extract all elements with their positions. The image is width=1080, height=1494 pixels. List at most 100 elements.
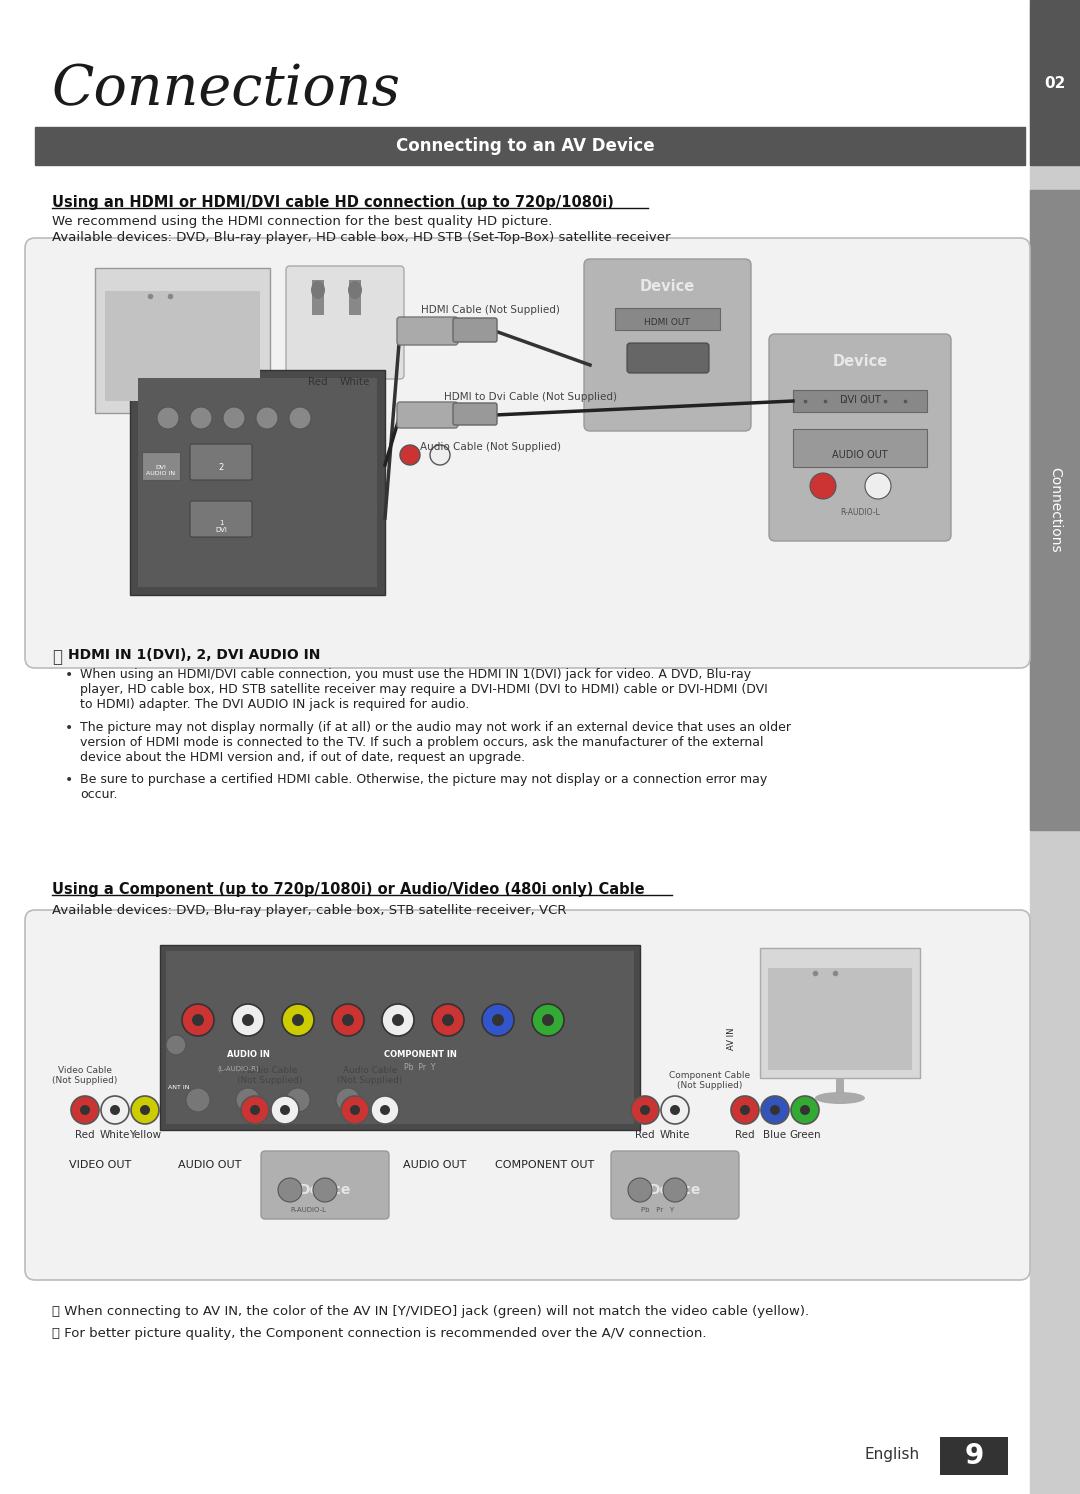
Circle shape [157, 406, 179, 429]
Text: Green: Green [789, 1129, 821, 1140]
Text: HDMI OUT: HDMI OUT [644, 318, 690, 327]
Text: 9: 9 [964, 1442, 984, 1470]
Text: Red: Red [735, 1129, 755, 1140]
Circle shape [336, 1088, 360, 1112]
Text: White: White [660, 1129, 690, 1140]
Text: Red: Red [76, 1129, 95, 1140]
Circle shape [663, 1177, 687, 1203]
Text: R-AUDIO-L: R-AUDIO-L [840, 508, 880, 517]
Circle shape [442, 1014, 454, 1026]
Bar [35, 127, 1025, 164]
Circle shape [222, 406, 245, 429]
FancyBboxPatch shape [584, 258, 751, 430]
Circle shape [532, 1004, 564, 1035]
Circle shape [249, 1106, 260, 1115]
Bar [768, 968, 912, 1070]
Bar [138, 378, 377, 587]
Bar [349, 279, 361, 315]
Circle shape [640, 1106, 650, 1115]
FancyBboxPatch shape [397, 317, 458, 345]
Bar [130, 371, 384, 595]
Text: COMPONENT IN: COMPONENT IN [383, 1050, 457, 1059]
FancyBboxPatch shape [397, 402, 458, 427]
Text: HDMI IN 1(DVI), 2, DVI AUDIO IN: HDMI IN 1(DVI), 2, DVI AUDIO IN [68, 648, 321, 662]
Circle shape [332, 1004, 364, 1035]
Circle shape [286, 1088, 310, 1112]
Circle shape [232, 1004, 264, 1035]
Text: HDMI Cable (Not Supplied): HDMI Cable (Not Supplied) [420, 305, 559, 315]
Circle shape [400, 445, 420, 465]
Circle shape [542, 1014, 554, 1026]
Ellipse shape [311, 281, 325, 299]
FancyBboxPatch shape [769, 335, 951, 541]
Text: version of HDMI mode is connected to the TV. If such a problem occurs, ask the m: version of HDMI mode is connected to the… [80, 737, 764, 748]
FancyBboxPatch shape [190, 444, 252, 480]
Bar [760, 949, 920, 1079]
Text: (L-AUDIO-R): (L-AUDIO-R) [217, 1065, 259, 1071]
Text: HDMI to Dvi Cable (Not Supplied): HDMI to Dvi Cable (Not Supplied) [444, 391, 617, 402]
Bar [312, 279, 324, 315]
Text: Available devices: DVD, Blu-ray player, HD cable box, HD STB (Set-Top-Box) satel: Available devices: DVD, Blu-ray player, … [52, 232, 671, 244]
Circle shape [292, 1014, 303, 1026]
Text: Yellow: Yellow [129, 1129, 161, 1140]
Circle shape [865, 474, 891, 499]
Circle shape [190, 406, 212, 429]
Circle shape [482, 1004, 514, 1035]
Bar [615, 308, 720, 330]
Ellipse shape [815, 1092, 865, 1104]
Bar [1030, 0, 1080, 1494]
Circle shape [183, 1004, 214, 1035]
Text: player, HD cable box, HD STB satellite receiver may require a DVI-HDMI (DVI to H: player, HD cable box, HD STB satellite r… [80, 683, 768, 696]
FancyBboxPatch shape [453, 403, 497, 424]
Ellipse shape [154, 429, 210, 441]
Circle shape [241, 1097, 269, 1123]
Circle shape [313, 1177, 337, 1203]
Text: ANT IN: ANT IN [168, 1085, 189, 1091]
Bar [105, 291, 260, 400]
Bar [141, 453, 180, 480]
Text: 02: 02 [1044, 76, 1066, 91]
Text: Blue: Blue [764, 1129, 786, 1140]
Text: When using an HDMI/DVI cable connection, you must use the HDMI IN 1(DVI) jack fo: When using an HDMI/DVI cable connection,… [80, 668, 751, 681]
Text: to HDMI) adapter. The DVI AUDIO IN jack is required for audio.: to HDMI) adapter. The DVI AUDIO IN jack … [80, 698, 469, 711]
Text: AUDIO OUT: AUDIO OUT [178, 1159, 242, 1170]
Circle shape [731, 1097, 759, 1123]
FancyBboxPatch shape [25, 238, 1030, 668]
Text: The picture may not display normally (if at all) or the audio may not work if an: The picture may not display normally (if… [80, 722, 791, 734]
Circle shape [71, 1097, 99, 1123]
Circle shape [661, 1097, 689, 1123]
FancyBboxPatch shape [627, 344, 708, 374]
Circle shape [186, 1088, 210, 1112]
Text: White: White [99, 1129, 131, 1140]
Circle shape [350, 1106, 360, 1115]
Bar [95, 267, 270, 412]
Text: Pb   Pr   Y: Pb Pr Y [642, 1207, 675, 1213]
Text: Device: Device [833, 354, 888, 369]
Circle shape [341, 1097, 369, 1123]
Text: AUDIO OUT: AUDIO OUT [403, 1159, 467, 1170]
Circle shape [140, 1106, 150, 1115]
Bar [836, 1079, 843, 1094]
Circle shape [192, 1014, 204, 1026]
Text: Component Cable
(Not Supplied): Component Cable (Not Supplied) [670, 1071, 751, 1091]
Circle shape [166, 1035, 186, 1055]
Bar [793, 429, 927, 468]
Ellipse shape [348, 281, 362, 299]
Text: Connections: Connections [1048, 468, 1062, 553]
Circle shape [80, 1106, 90, 1115]
Text: Connecting to an AV Device: Connecting to an AV Device [395, 137, 654, 155]
Circle shape [242, 1014, 254, 1026]
Circle shape [392, 1014, 404, 1026]
FancyBboxPatch shape [286, 266, 404, 379]
Circle shape [271, 1097, 299, 1123]
Text: AUDIO IN: AUDIO IN [227, 1050, 269, 1059]
Text: Audio Cable (Not Supplied): Audio Cable (Not Supplied) [419, 442, 561, 453]
Text: Available devices: DVD, Blu-ray player, cable box, STB satellite receiver, VCR: Available devices: DVD, Blu-ray player, … [52, 904, 567, 917]
Text: Pb  Pr  Y: Pb Pr Y [404, 1064, 435, 1073]
Text: Video Cable
(Not Supplied): Video Cable (Not Supplied) [52, 1065, 118, 1085]
Text: occur.: occur. [80, 787, 118, 801]
Circle shape [627, 1177, 652, 1203]
Circle shape [791, 1097, 819, 1123]
Bar [1030, 0, 1080, 164]
Circle shape [282, 1004, 314, 1035]
